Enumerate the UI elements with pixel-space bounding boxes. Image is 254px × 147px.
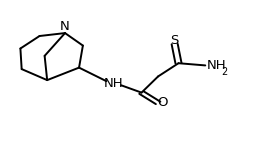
- Text: N: N: [60, 20, 70, 32]
- Text: NH: NH: [103, 77, 123, 90]
- Text: O: O: [157, 96, 167, 109]
- Text: S: S: [170, 34, 178, 47]
- Text: NH: NH: [206, 59, 225, 72]
- Text: 2: 2: [220, 67, 227, 77]
